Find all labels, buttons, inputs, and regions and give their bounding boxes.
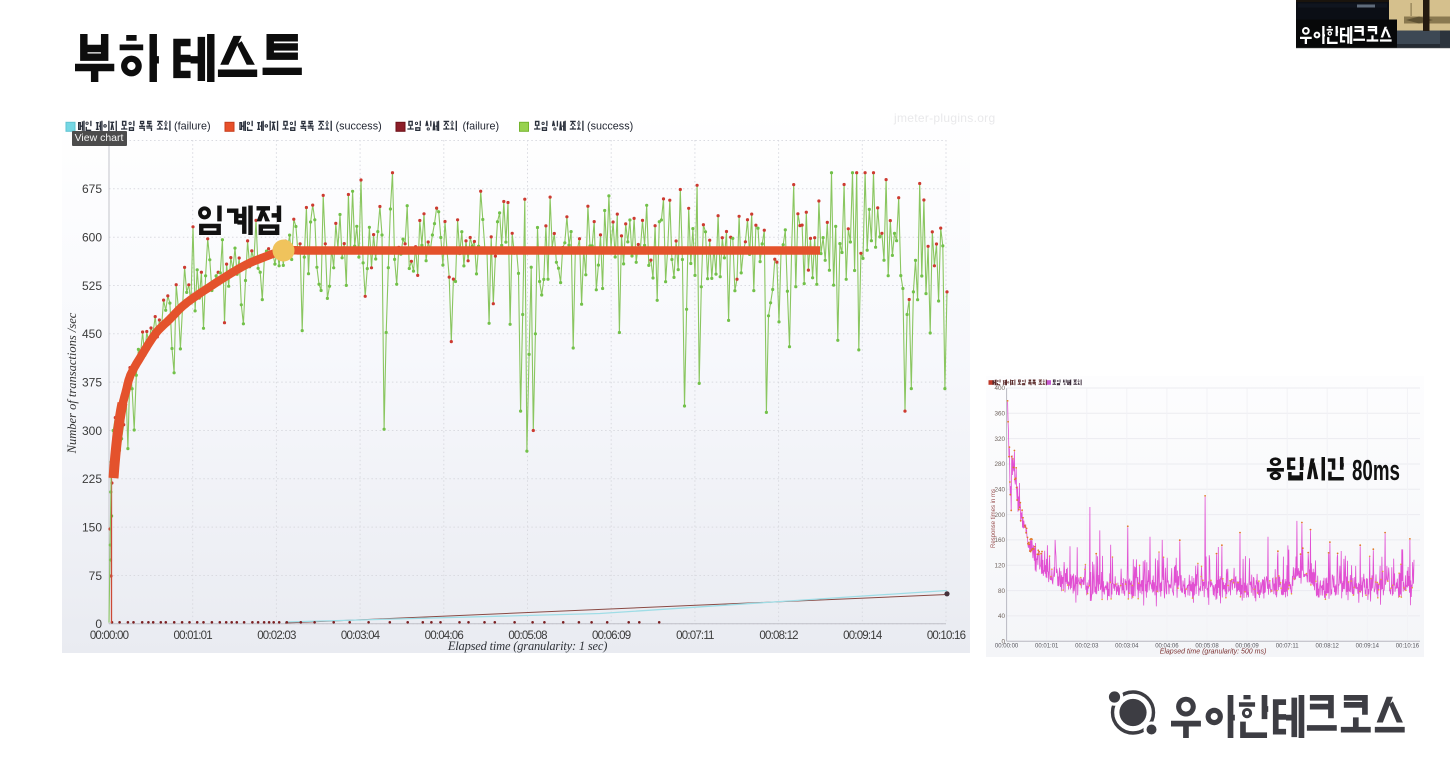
svg-text:675: 675: [82, 182, 102, 196]
svg-text:320: 320: [994, 436, 1005, 443]
svg-text:80: 80: [998, 588, 1006, 595]
svg-text:00:05:08: 00:05:08: [1195, 644, 1219, 650]
svg-text:360: 360: [994, 411, 1005, 418]
svg-text:280: 280: [994, 461, 1005, 468]
svg-text:Number of transactions /sec: Number of transactions /sec: [65, 312, 79, 454]
svg-text:00:04:06: 00:04:06: [1155, 644, 1179, 650]
svg-text:300: 300: [82, 424, 102, 438]
svg-text:00:10:16: 00:10:16: [927, 630, 966, 642]
svg-text:0: 0: [1001, 638, 1005, 645]
svg-text:(failure): (failure): [463, 121, 500, 133]
svg-text:00:04:06: 00:04:06: [425, 630, 464, 642]
svg-text:(failure): (failure): [174, 121, 211, 133]
svg-text:75: 75: [89, 569, 103, 583]
svg-text:240: 240: [994, 487, 1005, 494]
svg-text:450: 450: [82, 327, 102, 341]
svg-text:375: 375: [82, 375, 102, 389]
svg-text:(success): (success): [336, 121, 382, 133]
svg-text:00:01:01: 00:01:01: [1035, 644, 1059, 650]
svg-text:00:05:08: 00:05:08: [508, 630, 547, 642]
svg-text:00:08:12: 00:08:12: [759, 630, 798, 642]
svg-text:00:03:04: 00:03:04: [1115, 644, 1139, 650]
svg-text:Elapsed time (granularity: 1 s: Elapsed time (granularity: 1 sec): [447, 639, 607, 653]
svg-text:225: 225: [82, 472, 102, 486]
svg-text:400: 400: [994, 385, 1005, 392]
svg-text:40: 40: [998, 613, 1006, 620]
svg-text:(success): (success): [587, 121, 633, 133]
svg-text:00:07:11: 00:07:11: [676, 630, 714, 642]
svg-text:00:08:12: 00:08:12: [1316, 644, 1340, 650]
svg-text:525: 525: [82, 279, 102, 293]
svg-text:00:03:04: 00:03:04: [341, 630, 381, 642]
svg-text:00:02:03: 00:02:03: [257, 630, 296, 642]
svg-text:80ms: 80ms: [1352, 455, 1400, 487]
svg-text:00:09:14: 00:09:14: [1356, 644, 1380, 650]
svg-text:00:00:00: 00:00:00: [995, 644, 1019, 650]
svg-text:00:09:14: 00:09:14: [843, 630, 883, 642]
svg-text:00:07:11: 00:07:11: [1276, 644, 1300, 650]
svg-text:600: 600: [82, 231, 102, 245]
svg-text:00:06:09: 00:06:09: [592, 630, 631, 642]
svg-text:00:01:01: 00:01:01: [174, 630, 213, 642]
svg-text:00:00:00: 00:00:00: [90, 630, 129, 642]
svg-text:0: 0: [95, 617, 102, 631]
svg-text:00:06:09: 00:06:09: [1235, 644, 1259, 650]
svg-text:00:02:03: 00:02:03: [1075, 644, 1099, 650]
svg-text:120: 120: [994, 562, 1005, 569]
svg-text:160: 160: [994, 537, 1005, 544]
svg-text:200: 200: [994, 512, 1005, 519]
svg-text:Elapsed time (granularity: 500: Elapsed time (granularity: 500 ms): [1160, 649, 1267, 656]
svg-text:150: 150: [82, 520, 102, 534]
svg-text:Response times in ms: Response times in ms: [991, 489, 997, 548]
svg-text:00:10:16: 00:10:16: [1396, 644, 1420, 650]
